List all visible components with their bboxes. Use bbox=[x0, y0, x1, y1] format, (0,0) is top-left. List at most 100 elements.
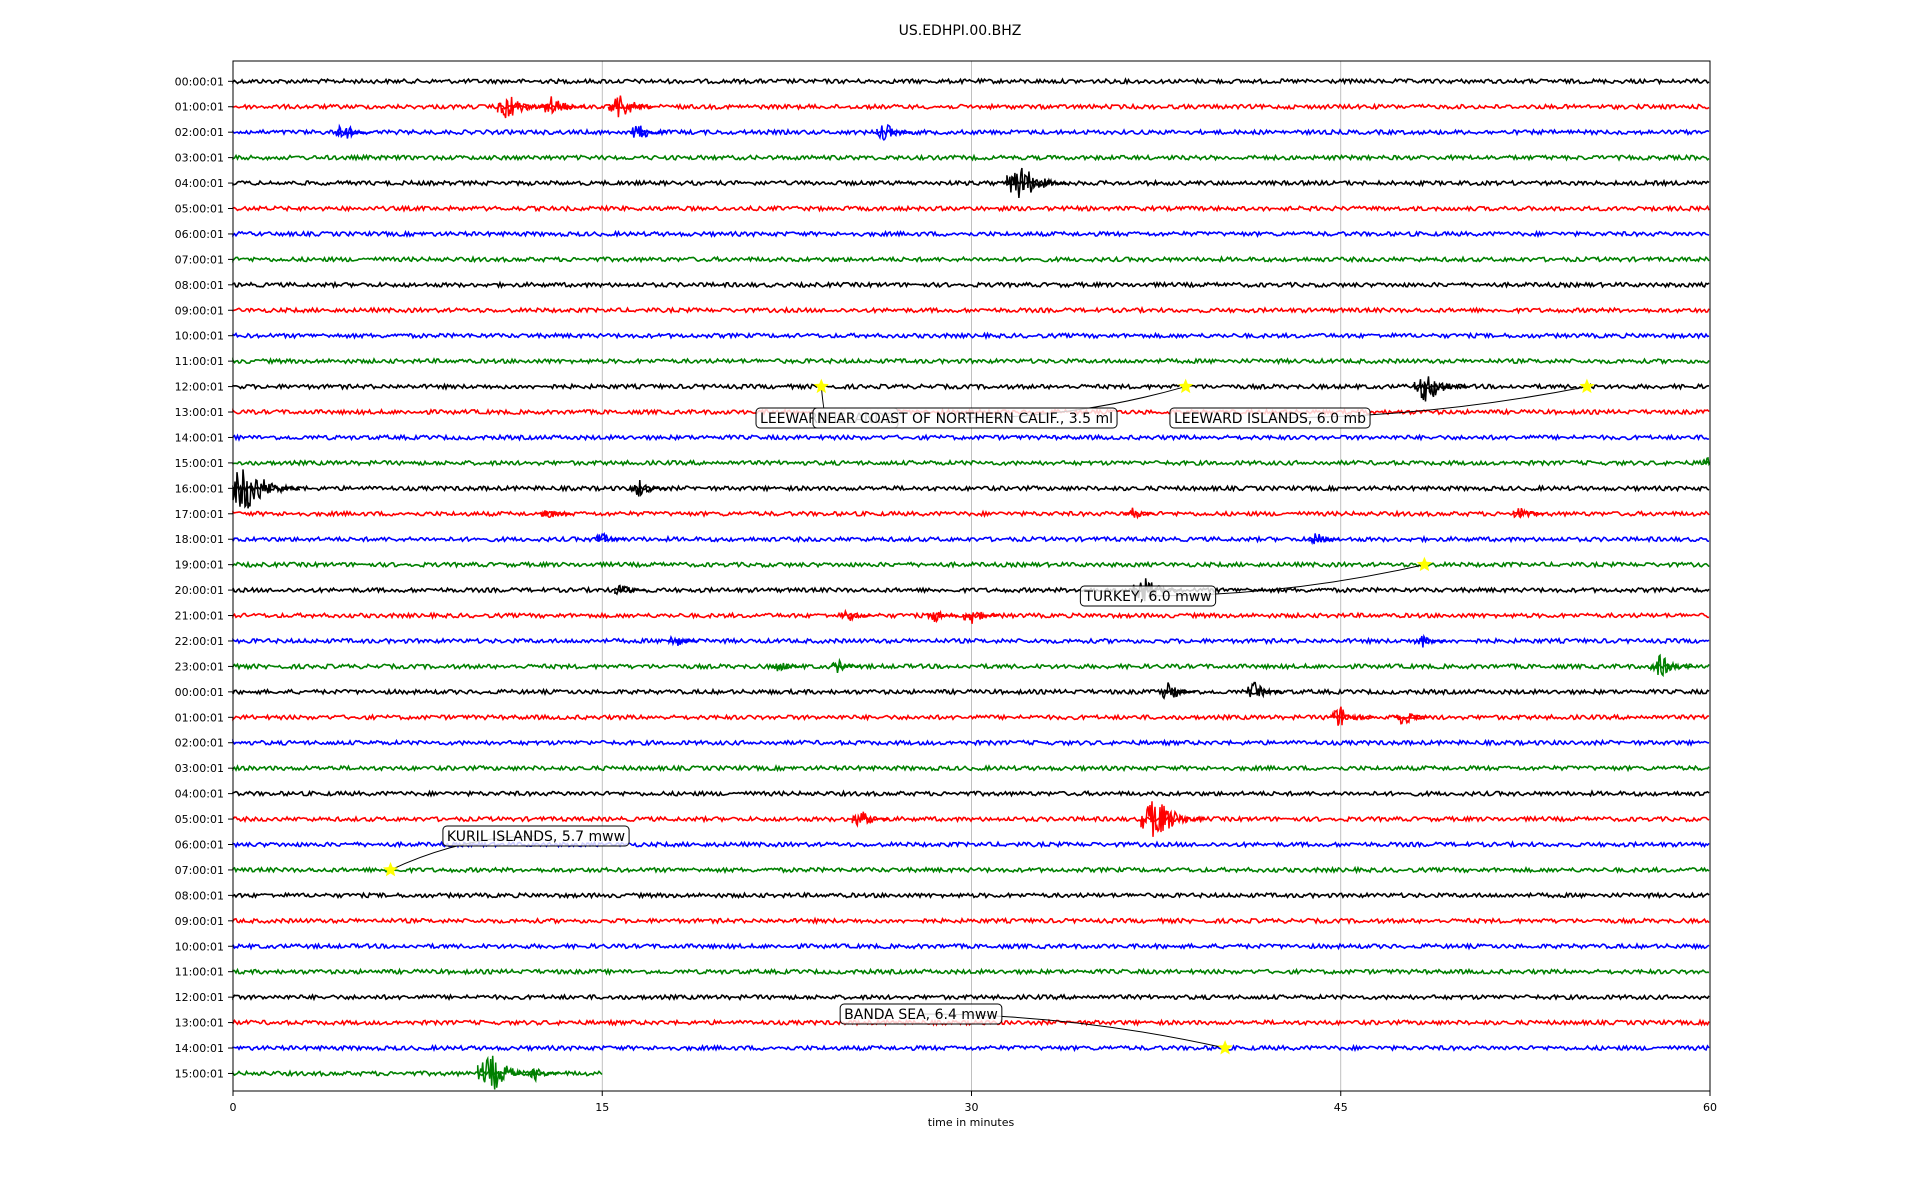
row-time-label: 15:00:01 bbox=[175, 457, 224, 470]
trace-row bbox=[232, 331, 1710, 341]
row-time-label: 12:00:01 bbox=[175, 381, 224, 394]
row-time-label: 06:00:01 bbox=[175, 228, 224, 241]
trace-row bbox=[232, 636, 1710, 646]
trace-row bbox=[232, 433, 1710, 442]
plot-frame bbox=[232, 60, 1711, 1092]
row-time-label: 07:00:01 bbox=[175, 253, 224, 266]
traces bbox=[232, 77, 1710, 1078]
row-time-label: 08:00:01 bbox=[175, 889, 224, 902]
row-time-label: 13:00:01 bbox=[175, 406, 224, 419]
trace-row bbox=[232, 229, 1710, 239]
annotation-box bbox=[1079, 585, 1217, 607]
row-time-label: 23:00:01 bbox=[175, 660, 224, 673]
event-star-icon bbox=[813, 378, 829, 394]
annotation-label: KURIL ISLANDS, 5.7 mww bbox=[447, 829, 625, 845]
event-burst bbox=[232, 469, 301, 509]
x-tick-label: 60 bbox=[1703, 1101, 1717, 1114]
event-annotation: BANDA SEA, 6.4 mww bbox=[839, 1003, 1233, 1055]
event-burst bbox=[542, 96, 586, 115]
annotation-box bbox=[1169, 407, 1371, 429]
row-time-label: 19:00:01 bbox=[175, 559, 224, 572]
event-annotation: NEAR COAST OF NORTHERN CALIF., 3.5 ml bbox=[812, 378, 1194, 429]
row-time-label: 16:00:01 bbox=[175, 482, 224, 495]
event-burst bbox=[1006, 167, 1067, 198]
row-time-label: 13:00:01 bbox=[175, 1017, 224, 1030]
row-time-label: 04:00:01 bbox=[175, 788, 224, 801]
trace-row bbox=[232, 993, 1710, 1002]
trace-row bbox=[232, 814, 1710, 824]
event-burst bbox=[540, 510, 572, 518]
row-time-label: 21:00:01 bbox=[175, 610, 224, 623]
trace-row bbox=[232, 484, 1710, 493]
event-burst bbox=[1650, 653, 1694, 678]
event-star-icon bbox=[1217, 1040, 1233, 1055]
chart-title: US.EDHPI.00.BHZ bbox=[899, 23, 1022, 39]
event-burst bbox=[1159, 682, 1197, 700]
trace-row bbox=[232, 153, 1710, 162]
trace-row bbox=[232, 178, 1710, 188]
row-time-label: 12:00:01 bbox=[175, 991, 224, 1004]
event-burst bbox=[1330, 706, 1373, 726]
row-time-label: 05:00:01 bbox=[175, 203, 224, 216]
trace-row bbox=[232, 891, 1710, 900]
row-time-label: 09:00:01 bbox=[175, 915, 224, 928]
event-burst bbox=[594, 531, 626, 543]
row-time-label: 10:00:01 bbox=[175, 330, 224, 343]
row-time-label: 18:00:01 bbox=[175, 533, 224, 546]
trace-row bbox=[232, 534, 1710, 544]
row-time-label: 09:00:01 bbox=[175, 304, 224, 317]
x-axis: 0 15 30 45 60 bbox=[230, 1091, 1717, 1114]
grid-lines bbox=[601, 61, 1342, 1091]
trace-row bbox=[232, 102, 1710, 111]
event-burst bbox=[1414, 633, 1446, 648]
event-burst bbox=[527, 1067, 559, 1084]
x-tick-label: 45 bbox=[1334, 1101, 1348, 1114]
trace-row bbox=[232, 611, 1710, 620]
row-time-label: 03:00:01 bbox=[175, 152, 224, 165]
trace-row bbox=[232, 916, 1710, 926]
event-burst bbox=[771, 662, 803, 672]
event-burst bbox=[1308, 533, 1340, 546]
row-time-label: 00:00:01 bbox=[175, 686, 224, 699]
trace-row bbox=[232, 738, 1710, 747]
event-star-icon bbox=[1579, 378, 1595, 394]
event-burst bbox=[630, 479, 667, 497]
row-time-label: 04:00:01 bbox=[175, 177, 224, 190]
event-burst bbox=[851, 811, 889, 828]
row-time-label: 08:00:01 bbox=[175, 279, 224, 292]
event-burst bbox=[1123, 507, 1155, 520]
annotation-label: TURKEY, 6.0 mww bbox=[1083, 589, 1211, 605]
event-annotation: TURKEY, 6.0 mww bbox=[1079, 556, 1433, 607]
event-annotations: LEEWARD ISLANDSNEAR COAST OF NORTHERN CA… bbox=[382, 378, 1595, 1055]
row-time-label: 03:00:01 bbox=[175, 762, 224, 775]
trace-row bbox=[232, 967, 1710, 977]
event-burst bbox=[840, 608, 872, 622]
event-bursts bbox=[232, 95, 1711, 1090]
event-burst bbox=[962, 611, 1000, 624]
trace-row bbox=[232, 585, 1710, 595]
event-annotation: LEEWARD ISLANDS, 6.0 mb bbox=[1169, 378, 1595, 429]
event-star-icon bbox=[1416, 556, 1433, 572]
trace-row bbox=[232, 560, 1710, 569]
trace-row bbox=[232, 77, 1710, 86]
event-burst bbox=[1245, 681, 1283, 699]
event-star-icon bbox=[1178, 378, 1194, 394]
row-time-label: 17:00:01 bbox=[175, 508, 224, 521]
row-time-label: 05:00:01 bbox=[175, 813, 224, 826]
row-time-label: 07:00:01 bbox=[175, 864, 224, 877]
trace-row bbox=[232, 687, 1710, 697]
annotation-box bbox=[812, 407, 1118, 429]
event-burst bbox=[1140, 801, 1207, 837]
event-burst bbox=[607, 95, 657, 118]
annotation-box bbox=[442, 825, 630, 847]
trace-row bbox=[232, 1043, 1710, 1053]
trace-row bbox=[232, 280, 1710, 290]
trace-row bbox=[232, 458, 1710, 467]
event-burst bbox=[334, 123, 372, 139]
row-time-label: 14:00:01 bbox=[175, 1042, 224, 1055]
row-time-label: 14:00:01 bbox=[175, 431, 224, 444]
event-annotation: KURIL ISLANDS, 5.7 mww bbox=[382, 825, 630, 877]
row-time-label: 01:00:01 bbox=[175, 101, 224, 114]
x-tick-label: 30 bbox=[965, 1101, 979, 1114]
